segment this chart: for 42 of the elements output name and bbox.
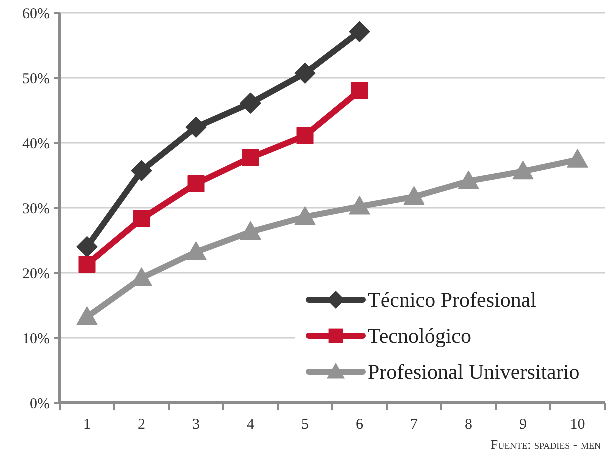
point — [186, 116, 207, 138]
x-tick-label: 3 — [192, 417, 200, 433]
point — [294, 206, 316, 226]
x-tick-label: 1 — [84, 417, 91, 433]
x-tick-label: 6 — [356, 417, 364, 433]
point — [131, 160, 152, 182]
point — [351, 82, 368, 100]
x-tick-label: 5 — [302, 417, 309, 433]
x-tick-label: 7 — [410, 417, 418, 433]
point — [349, 21, 370, 42]
point — [78, 256, 96, 274]
point — [240, 222, 262, 240]
x-tick-label: 10 — [570, 417, 586, 433]
point — [296, 127, 314, 144]
point — [76, 236, 98, 258]
legend-label: Técnico Profesional — [368, 288, 537, 312]
point — [458, 170, 480, 190]
point — [240, 92, 262, 114]
y-tick-label: 50% — [22, 71, 50, 88]
point — [567, 149, 588, 168]
legend-label: Tecnológico — [368, 324, 472, 348]
point — [133, 210, 150, 228]
y-tick-label: 60% — [22, 6, 50, 22]
point — [76, 306, 98, 326]
y-tick-label: 20% — [22, 266, 50, 282]
y-tick-label: 40% — [22, 136, 50, 152]
point — [512, 161, 534, 180]
y-tick-label: 10% — [22, 331, 50, 348]
x-tick-label: 4 — [247, 417, 255, 433]
point — [242, 149, 260, 166]
point — [404, 186, 425, 205]
point — [294, 62, 316, 84]
source-note: Fuente: spadies - men — [490, 437, 602, 452]
y-tick-label: 30% — [22, 201, 50, 218]
x-tick-label: 2 — [138, 417, 146, 433]
point — [188, 175, 205, 192]
x-tick-label: 8 — [465, 417, 472, 433]
point — [186, 242, 207, 260]
legend-label: Profesional Universitario — [368, 360, 580, 384]
x-tick-label: 9 — [520, 417, 527, 433]
point — [349, 196, 370, 215]
y-tick-label: 0% — [30, 396, 50, 412]
